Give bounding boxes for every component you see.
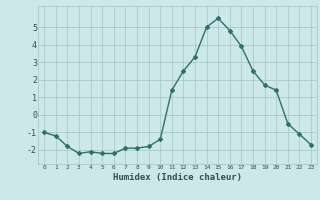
- X-axis label: Humidex (Indice chaleur): Humidex (Indice chaleur): [113, 173, 242, 182]
